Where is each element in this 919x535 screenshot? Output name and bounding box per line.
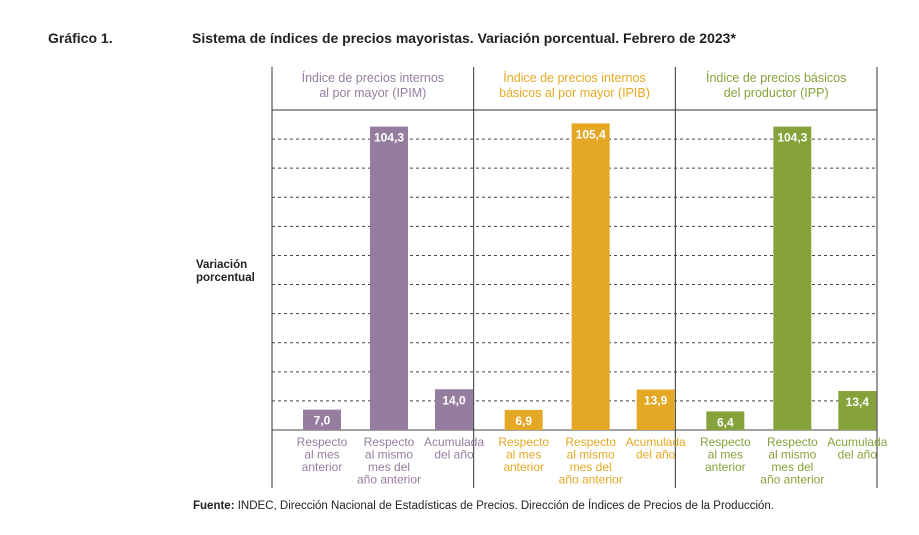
category-label-line: Respecto bbox=[565, 435, 616, 449]
bar bbox=[504, 409, 543, 430]
source-prefix: Fuente: bbox=[193, 500, 235, 512]
category-label-line: al mismo bbox=[768, 448, 816, 462]
figure-label: Gráfico 1. bbox=[48, 30, 113, 46]
bar-value-label: 104,3 bbox=[777, 131, 807, 145]
bar bbox=[706, 411, 745, 430]
bar-value-label: 6,9 bbox=[515, 414, 532, 428]
category-label-line: mes del bbox=[771, 460, 813, 474]
bar bbox=[838, 391, 877, 430]
category-label-line: al mismo bbox=[567, 448, 615, 462]
category-label-line: al mes bbox=[708, 448, 743, 462]
category-label-line: del año bbox=[636, 448, 676, 462]
bar-value-label: 6,4 bbox=[717, 415, 734, 429]
bar bbox=[636, 389, 675, 430]
bar bbox=[303, 409, 341, 430]
bar-value-label: 13,4 bbox=[846, 395, 870, 409]
group-header-line: Índice de precios internos bbox=[302, 70, 444, 85]
category-label-line: Acumulada bbox=[424, 435, 484, 449]
y-axis-label-line: Variación bbox=[196, 259, 248, 271]
bar-value-label: 7,0 bbox=[314, 414, 331, 428]
category-label-line: del año bbox=[838, 448, 878, 462]
bar bbox=[571, 123, 610, 430]
bar bbox=[435, 389, 473, 430]
group-header-line: básicos al por mayor (IPIB) bbox=[499, 86, 650, 100]
category-label-line: Respecto bbox=[767, 435, 818, 449]
category-label-line: anterior bbox=[503, 460, 544, 474]
chart-title: Sistema de índices de precios mayoristas… bbox=[192, 30, 736, 46]
y-axis-label-line: porcentual bbox=[196, 272, 255, 284]
bar-value-label: 13,9 bbox=[644, 394, 668, 408]
category-label-line: mes del bbox=[368, 460, 410, 474]
category-label-line: anterior bbox=[705, 460, 746, 474]
category-label-line: año anterior bbox=[357, 473, 421, 487]
source-text: INDEC, Dirección Nacional de Estadística… bbox=[234, 500, 775, 512]
bar bbox=[773, 126, 812, 430]
category-label-line: año anterior bbox=[559, 473, 623, 487]
bar-value-label: 104,3 bbox=[374, 131, 404, 145]
category-label-line: del año bbox=[434, 448, 474, 462]
bar-value-label: 14,0 bbox=[442, 393, 466, 407]
category-label-line: Respecto bbox=[297, 435, 348, 449]
bar bbox=[370, 126, 408, 430]
category-label-line: Respecto bbox=[364, 435, 415, 449]
bar-value-label: 105,4 bbox=[576, 127, 606, 141]
group-header-line: Índice de precios básicos bbox=[706, 70, 846, 85]
group-header-line: al por mayor (IPIM) bbox=[319, 86, 426, 100]
group-header-line: del productor (IPP) bbox=[724, 86, 829, 100]
group-header-line: Índice de precios internos bbox=[503, 70, 645, 85]
category-label-line: anterior bbox=[302, 460, 343, 474]
category-label-line: año anterior bbox=[760, 473, 824, 487]
category-label-line: al mes bbox=[506, 448, 541, 462]
category-label-line: Acumulada bbox=[827, 435, 887, 449]
category-label-line: mes del bbox=[570, 460, 612, 474]
category-label-line: al mismo bbox=[365, 448, 413, 462]
category-label-line: al mes bbox=[304, 448, 339, 462]
category-label-line: Respecto bbox=[700, 435, 751, 449]
y-axis-label: Variación porcentual bbox=[196, 259, 255, 285]
category-label-line: Respecto bbox=[498, 435, 549, 449]
source-note: Fuente: INDEC, Dirección Nacional de Est… bbox=[193, 500, 774, 512]
category-label-line: Acumulada bbox=[626, 435, 686, 449]
